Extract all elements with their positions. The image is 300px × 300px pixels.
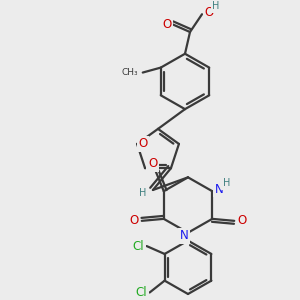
Text: Cl: Cl [136,286,147,299]
Text: O: O [129,214,138,227]
Text: H: H [139,188,147,198]
Text: N: N [180,229,188,242]
Text: O: O [204,6,214,19]
Text: O: O [238,214,247,227]
Text: H: H [223,178,230,188]
Text: H: H [212,1,220,11]
Text: O: O [148,157,158,170]
Text: O: O [139,137,148,150]
Text: CH₃: CH₃ [121,68,138,77]
Text: N: N [215,183,224,196]
Text: Cl: Cl [133,240,144,253]
Text: O: O [162,18,172,31]
